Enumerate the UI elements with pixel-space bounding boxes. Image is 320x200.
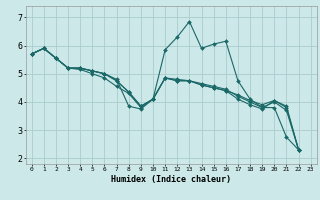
X-axis label: Humidex (Indice chaleur): Humidex (Indice chaleur): [111, 175, 231, 184]
